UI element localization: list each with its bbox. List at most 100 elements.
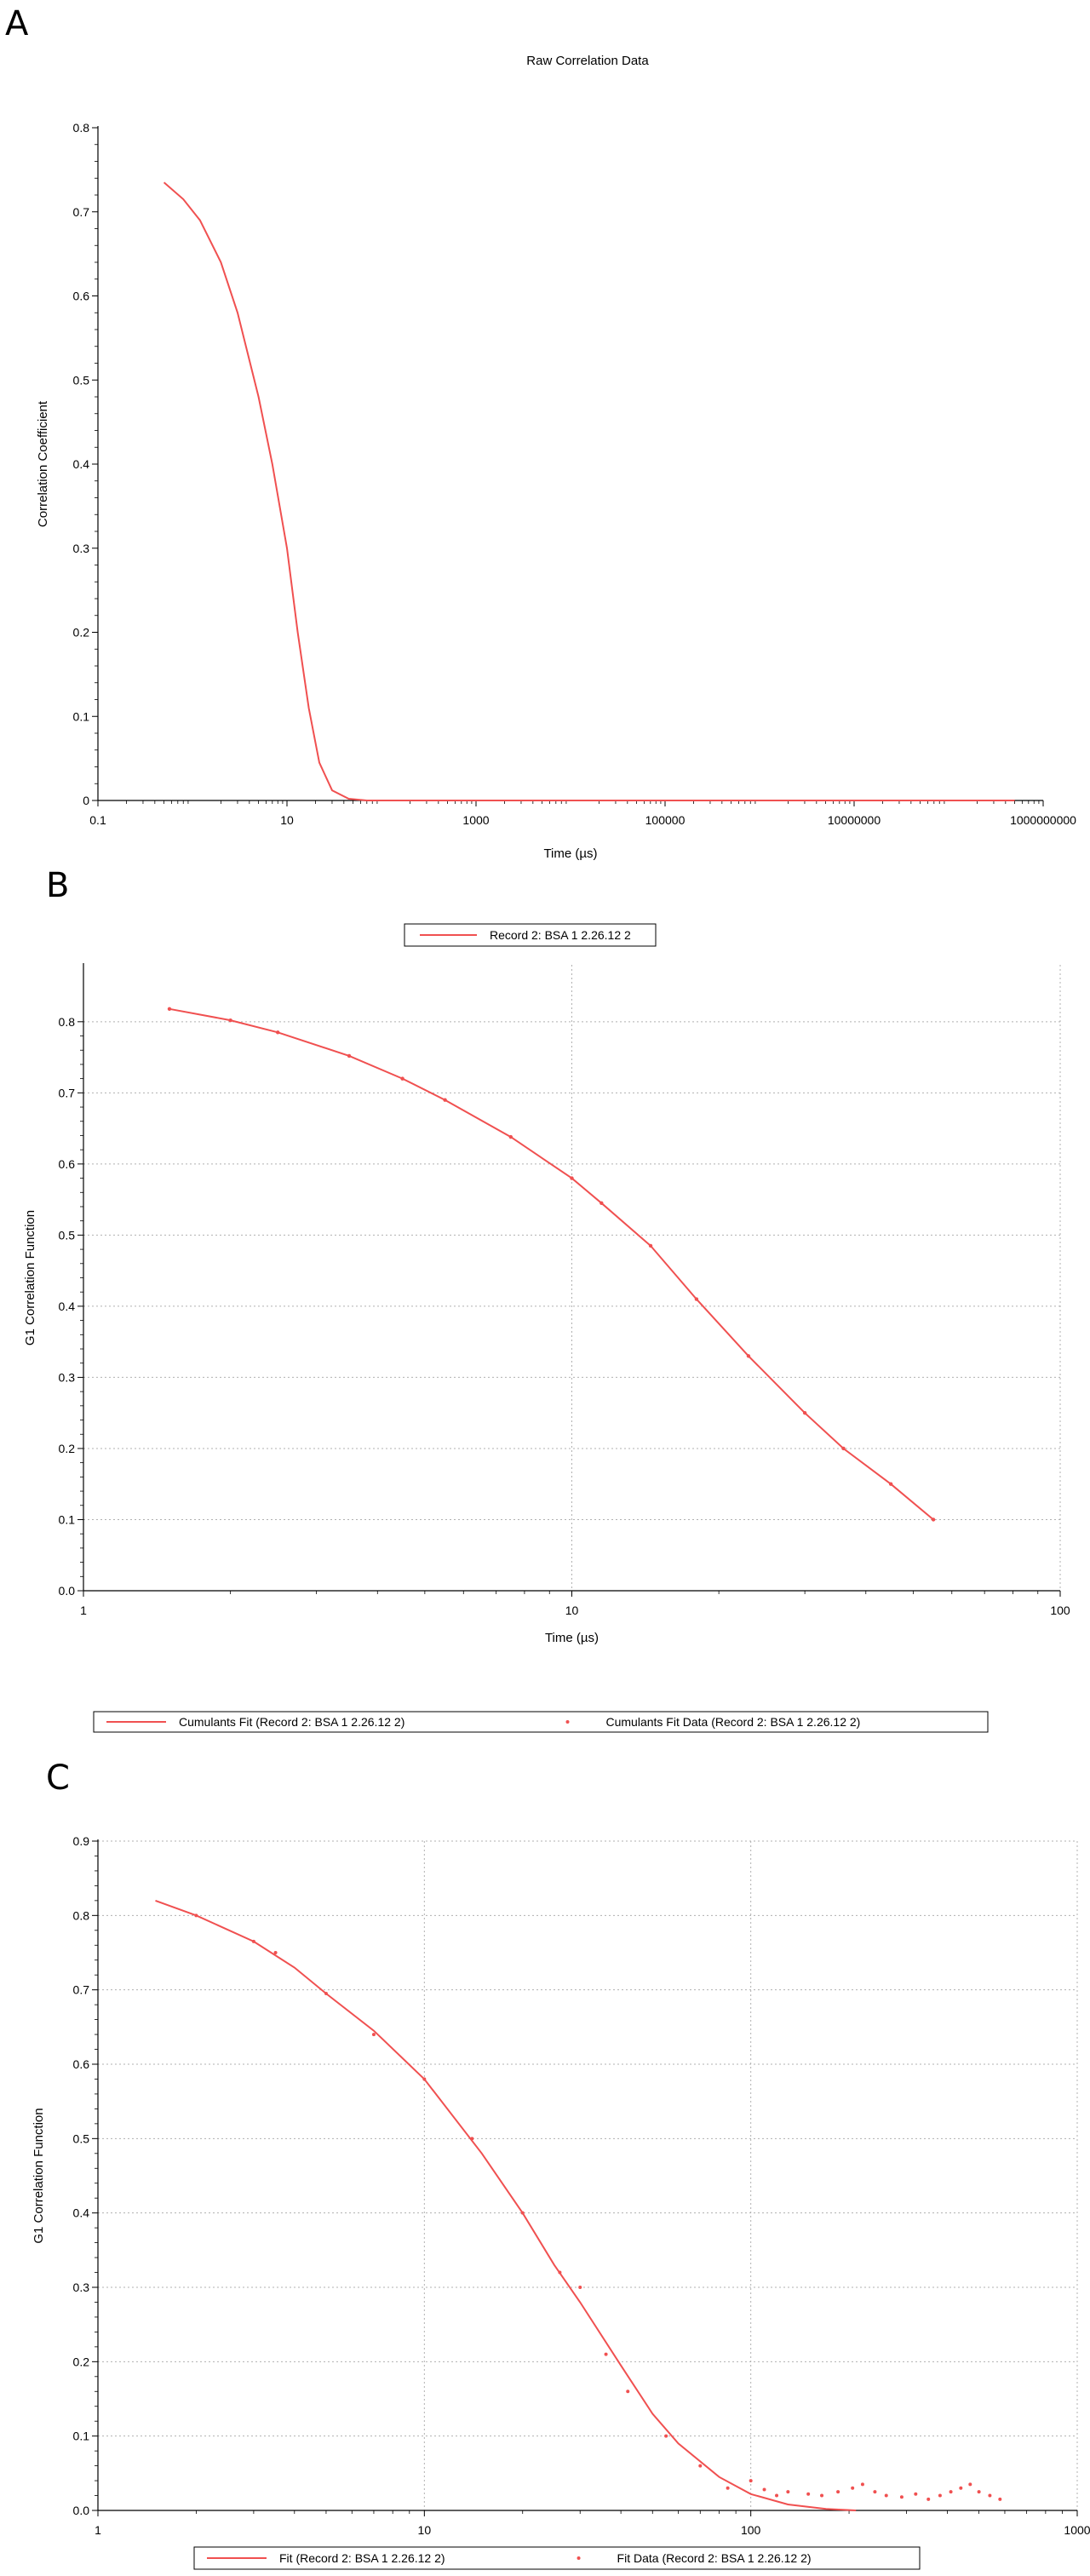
legend-swatch-point <box>577 2556 581 2560</box>
y-tick-label: 0.3 <box>73 2281 90 2294</box>
data-point <box>775 2493 779 2498</box>
data-point <box>968 2482 972 2487</box>
data-point <box>860 2482 864 2487</box>
chart-title: Raw Correlation Data <box>526 54 649 68</box>
y-tick-label: 0.3 <box>59 1370 76 1384</box>
data-point <box>520 2211 525 2215</box>
data-point <box>443 1098 447 1102</box>
x-tick-label: 1000 <box>1064 2523 1090 2537</box>
x-tick-label: 10 <box>565 1604 579 1617</box>
data-point <box>664 2434 668 2438</box>
data-point <box>873 2490 877 2494</box>
data-point <box>276 1030 280 1035</box>
y-tick-label: 0.8 <box>73 121 90 135</box>
x-tick-label: 100 <box>1050 1604 1070 1617</box>
data-point <box>977 2490 981 2494</box>
x-tick-label: 1000000000 <box>1010 813 1076 827</box>
data-point <box>841 1446 846 1451</box>
panel-label-a: A <box>5 4 29 43</box>
y-tick-label: 0 <box>83 794 89 807</box>
data-point <box>914 2492 918 2496</box>
data-point <box>762 2487 766 2492</box>
data-point <box>749 2479 753 2483</box>
data-point <box>371 2033 376 2037</box>
x-tick-label: 0.1 <box>89 813 106 827</box>
y-tick-label: 0.5 <box>73 2131 90 2145</box>
y-tick-label: 0.2 <box>59 1442 76 1455</box>
y-tick-label: 0.2 <box>73 626 90 640</box>
x-tick-label: 100 <box>741 2523 761 2537</box>
data-point <box>698 2464 703 2468</box>
y-tick-label: 0.5 <box>73 373 90 387</box>
data-point <box>570 1176 574 1180</box>
y-tick-label: 0.8 <box>73 1908 90 1922</box>
panel-label-c: C <box>46 1758 70 1798</box>
y-tick-label: 0.1 <box>73 2430 90 2443</box>
y-tick-label: 0.6 <box>59 1157 76 1171</box>
data-point <box>273 1951 278 1954</box>
data-point <box>400 1076 404 1081</box>
cumulants-fit-chart: 0.0 0.1 0.2 0.3 0.4 0.5 0.6 0.7 0.8 0.9 1 10 100 1000… <box>32 1834 1090 2570</box>
data-point <box>626 2390 630 2394</box>
legend-label-fit-data: Cumulants Fit Data (Record 2: BSA 1 2.26… <box>606 1715 861 1729</box>
data-point <box>726 2486 730 2490</box>
data-point <box>931 1517 936 1522</box>
data-point <box>558 2270 562 2275</box>
y-tick-label: 0.9 <box>73 1834 90 1848</box>
y-tick-label: 0.3 <box>73 542 90 555</box>
series-line-1 <box>155 1899 857 2511</box>
x-axis-label: Time (µs) <box>543 846 597 861</box>
panel-label-b: B <box>46 866 70 905</box>
data-point <box>604 2352 608 2356</box>
legend-label-fit: Cumulants Fit (Record 2: BSA 1 2.26.12 2… <box>179 1715 404 1729</box>
legend-box <box>93 1711 989 1733</box>
series-line-1 <box>163 181 1015 801</box>
data-point <box>470 2137 474 2141</box>
legend-label: Record 2: BSA 1 2.26.12 2 <box>490 928 631 942</box>
data-point <box>836 2490 840 2494</box>
y-tick-label: 0.0 <box>59 1584 76 1598</box>
data-point <box>959 2486 963 2490</box>
x-axis-label: Time (µs) <box>545 1631 599 1645</box>
data-point <box>746 1354 751 1358</box>
data-point <box>988 2493 992 2498</box>
data-point <box>251 1939 255 1943</box>
data-point <box>820 2493 824 2498</box>
data-point <box>648 1243 653 1248</box>
data-point <box>806 2492 811 2496</box>
data-point <box>508 1134 513 1139</box>
data-point <box>998 2497 1002 2501</box>
x-tick-label: 10 <box>418 2523 432 2537</box>
data-point <box>167 1007 172 1011</box>
y-axis-label: G1 Correlation Function <box>32 2108 46 2243</box>
y-tick-label: 0.8 <box>59 1015 76 1029</box>
y-tick-label: 0.5 <box>59 1228 76 1242</box>
data-point <box>578 2286 582 2289</box>
legend-swatch-point <box>565 1720 570 1724</box>
legend-label-fit-data: Fit Data (Record 2: BSA 1 2.26.12 2) <box>617 2551 812 2565</box>
x-tick-label: 10000000 <box>828 813 881 827</box>
legend-label-fit: Fit (Record 2: BSA 1 2.26.12 2) <box>279 2551 445 2565</box>
y-axis-label: G1 Correlation Function <box>23 1210 37 1345</box>
y-tick-label: 0.6 <box>73 290 90 303</box>
data-point <box>694 1297 699 1301</box>
y-tick-label: 0.0 <box>73 2504 90 2517</box>
x-tick-label: 10 <box>280 813 294 827</box>
data-point <box>949 2490 953 2494</box>
series-line-1 <box>169 1007 934 1521</box>
y-tick-label: 0.2 <box>73 2355 90 2368</box>
data-point <box>926 2497 931 2501</box>
y-axis-label: Correlation Coefficient <box>36 400 50 527</box>
x-tick-label: 1 <box>80 1604 87 1617</box>
y-tick-label: 0.4 <box>73 2206 90 2220</box>
data-point <box>851 2486 855 2490</box>
data-point <box>228 1018 232 1023</box>
x-tick-label: 1 <box>95 2523 101 2537</box>
y-tick-label: 0.4 <box>73 457 90 471</box>
data-point <box>938 2493 942 2498</box>
y-tick-label: 0.1 <box>59 1512 76 1526</box>
data-point <box>324 1992 328 1996</box>
x-tick-label: 1000 <box>462 813 489 827</box>
g1-correlation-chart: 0.0 0.1 0.2 0.3 0.4 0.5 0.6 0.7 0.8 1 10 100 Time (µ… <box>23 923 1070 1733</box>
y-tick-label: 0.4 <box>59 1299 76 1313</box>
